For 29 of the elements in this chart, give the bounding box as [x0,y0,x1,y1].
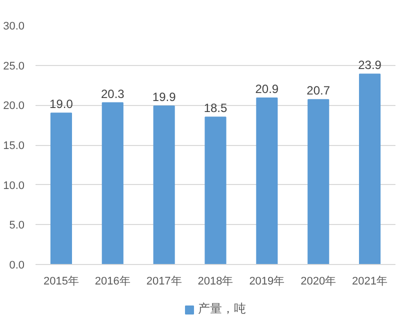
bar [308,99,330,264]
x-tick-label: 2020年 [300,276,336,288]
x-tick-label: 2016年 [94,276,130,288]
y-tick-label: 5.0 [9,220,25,232]
x-tick-label: 2018年 [198,276,234,288]
x-tick-label: 2019年 [249,276,285,288]
y-tick-label: 20.0 [3,100,25,112]
y-tick-label: 0.0 [9,260,25,272]
data-label: 20.7 [306,84,330,98]
x-tick-label: 2021年 [352,276,388,288]
x-tick-label: 2017年 [146,276,182,288]
data-label: 23.9 [358,58,382,72]
legend-label: 产量，吨 [198,300,246,318]
bar [50,112,72,264]
bar [359,74,381,264]
y-tick-label: 15.0 [3,140,25,152]
bar [153,105,175,264]
data-label: 19.0 [50,97,74,112]
bar [102,102,124,264]
bar [204,116,226,264]
data-label: 19.9 [152,90,176,104]
y-tick-label: 25.0 [3,60,25,72]
data-label: 18.5 [204,101,228,116]
bar [256,97,278,264]
data-label: 20.3 [100,86,125,101]
y-tick-label: 30.0 [3,20,25,32]
data-label: 20.9 [255,82,279,96]
x-tick-label: 2015年 [43,276,79,288]
y-tick-label: 10.0 [3,180,25,192]
